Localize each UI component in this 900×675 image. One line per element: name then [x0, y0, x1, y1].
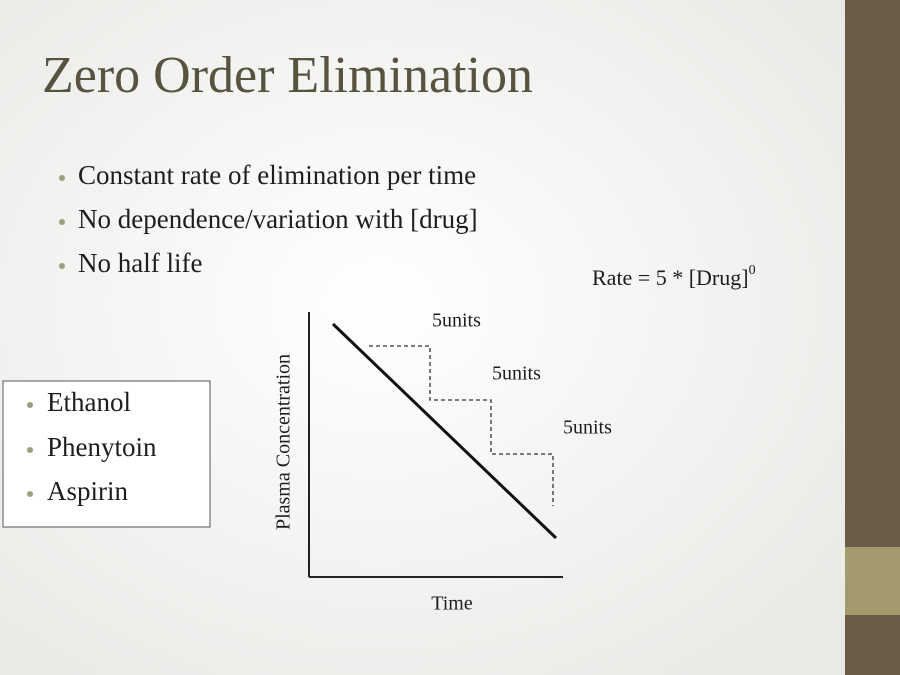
- step-label: 5units: [492, 363, 541, 385]
- side-accent: [845, 547, 900, 615]
- bullet-list: Constant rate of elimination per time No…: [59, 160, 478, 278]
- example: Ethanol: [47, 387, 131, 417]
- slide-title: Zero Order Elimination: [42, 47, 533, 104]
- bullet: No half life: [78, 248, 202, 278]
- step-guides: [369, 345, 554, 506]
- step-label: 5units: [432, 310, 481, 332]
- elimination-line: [331, 322, 558, 540]
- bullet: No dependence/variation with [drug]: [78, 204, 478, 234]
- bullet-dot: [27, 447, 33, 453]
- example: Phenytoin: [47, 432, 157, 462]
- bullet-dot: [27, 402, 33, 408]
- bullet: Constant rate of elimination per time: [78, 160, 476, 190]
- bullet-dot: [59, 175, 65, 181]
- formula-text: Rate = 5 * [Drug]: [592, 265, 749, 290]
- bullet-dot: [27, 491, 33, 497]
- x-axis-label: Time: [431, 593, 473, 615]
- graph: 5units 5units 5units Plasma Concentratio…: [273, 310, 613, 615]
- bullet-dot: [59, 219, 65, 225]
- bullet-dot: [59, 263, 65, 269]
- formula: Rate = 5 * [Drug]0: [592, 263, 756, 290]
- y-axis-label: Plasma Concentration: [273, 354, 295, 530]
- background: [0, 0, 845, 675]
- formula-exponent: 0: [749, 263, 756, 278]
- examples-list: Ethanol Phenytoin Aspirin: [27, 387, 157, 506]
- examples-box: [2, 380, 211, 528]
- step-label: 5units: [563, 417, 612, 439]
- example: Aspirin: [47, 476, 129, 506]
